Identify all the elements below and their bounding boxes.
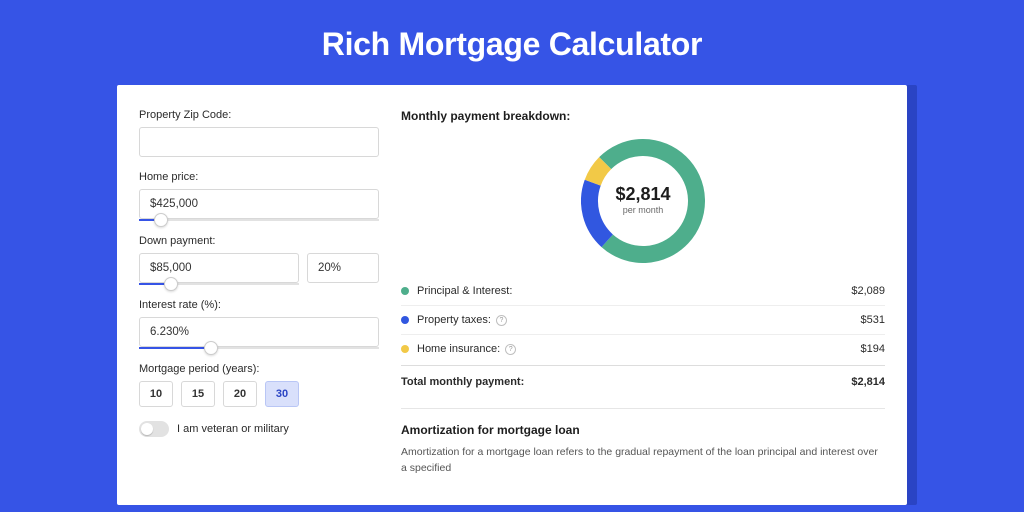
breakdown-rows: Principal & Interest:$2,089Property taxe… xyxy=(401,277,885,363)
zip-field-group: Property Zip Code: xyxy=(139,109,379,157)
info-icon[interactable]: ? xyxy=(505,344,516,355)
inputs-panel: Property Zip Code: Home price: Down paym… xyxy=(139,109,379,505)
mortgage-period-option-30[interactable]: 30 xyxy=(265,381,299,407)
down-payment-pct-input[interactable] xyxy=(307,253,379,283)
veteran-toggle-row: I am veteran or military xyxy=(139,421,379,437)
donut-center-sub: per month xyxy=(623,205,664,215)
interest-rate-field-group: Interest rate (%): xyxy=(139,299,379,349)
mortgage-period-option-20[interactable]: 20 xyxy=(223,381,257,407)
zip-input[interactable] xyxy=(139,127,379,157)
info-icon[interactable]: ? xyxy=(496,315,507,326)
interest-rate-slider-fill xyxy=(139,347,211,349)
home-price-input[interactable] xyxy=(139,189,379,219)
down-payment-field-group: Down payment: xyxy=(139,235,379,285)
calculator-card: Property Zip Code: Home price: Down paym… xyxy=(117,85,907,505)
breakdown-row: Property taxes:?$531 xyxy=(401,305,885,334)
mortgage-period-option-15[interactable]: 15 xyxy=(181,381,215,407)
breakdown-title: Monthly payment breakdown: xyxy=(401,109,885,123)
breakdown-row-amount: $194 xyxy=(861,343,885,355)
mortgage-period-label: Mortgage period (years): xyxy=(139,363,379,375)
veteran-toggle[interactable] xyxy=(139,421,169,437)
down-payment-slider[interactable] xyxy=(139,283,299,285)
breakdown-row: Principal & Interest:$2,089 xyxy=(401,277,885,305)
mortgage-period-option-10[interactable]: 10 xyxy=(139,381,173,407)
donut-chart-wrap: $2,814per month xyxy=(401,131,885,277)
home-price-field-group: Home price: xyxy=(139,171,379,221)
amortization-title: Amortization for mortgage loan xyxy=(401,423,885,437)
donut-segment xyxy=(590,183,608,241)
home-price-slider[interactable] xyxy=(139,219,379,221)
interest-rate-slider[interactable] xyxy=(139,347,379,349)
donut-center-amount: $2,814 xyxy=(615,184,670,204)
breakdown-row-label: Principal & Interest: xyxy=(417,285,851,297)
down-payment-label: Down payment: xyxy=(139,235,379,247)
interest-rate-slider-thumb[interactable] xyxy=(204,341,218,355)
page-title: Rich Mortgage Calculator xyxy=(0,0,1024,85)
veteran-toggle-label: I am veteran or military xyxy=(177,423,289,435)
donut-chart: $2,814per month xyxy=(581,139,705,263)
legend-dot xyxy=(401,287,409,295)
legend-dot xyxy=(401,316,409,324)
total-amount: $2,814 xyxy=(851,376,885,388)
down-payment-input[interactable] xyxy=(139,253,299,283)
legend-dot xyxy=(401,345,409,353)
interest-rate-input[interactable] xyxy=(139,317,379,347)
home-price-slider-thumb[interactable] xyxy=(154,213,168,227)
breakdown-row-amount: $2,089 xyxy=(851,285,885,297)
total-row: Total monthly payment: $2,814 xyxy=(401,365,885,398)
zip-label: Property Zip Code: xyxy=(139,109,379,121)
mortgage-period-field-group: Mortgage period (years): 10 15 20 30 xyxy=(139,363,379,407)
breakdown-row-amount: $531 xyxy=(861,314,885,326)
breakdown-row-label: Property taxes:? xyxy=(417,314,861,326)
amortization-section: Amortization for mortgage loan Amortizat… xyxy=(401,408,885,477)
donut-segment xyxy=(593,163,605,183)
mortgage-period-options: 10 15 20 30 xyxy=(139,381,379,407)
interest-rate-label: Interest rate (%): xyxy=(139,299,379,311)
total-label: Total monthly payment: xyxy=(401,376,851,388)
home-price-label: Home price: xyxy=(139,171,379,183)
down-payment-slider-thumb[interactable] xyxy=(164,277,178,291)
amortization-body: Amortization for a mortgage loan refers … xyxy=(401,445,885,477)
breakdown-row-label: Home insurance:? xyxy=(417,343,861,355)
results-panel: Monthly payment breakdown: $2,814per mon… xyxy=(401,109,885,505)
breakdown-row: Home insurance:?$194 xyxy=(401,334,885,363)
